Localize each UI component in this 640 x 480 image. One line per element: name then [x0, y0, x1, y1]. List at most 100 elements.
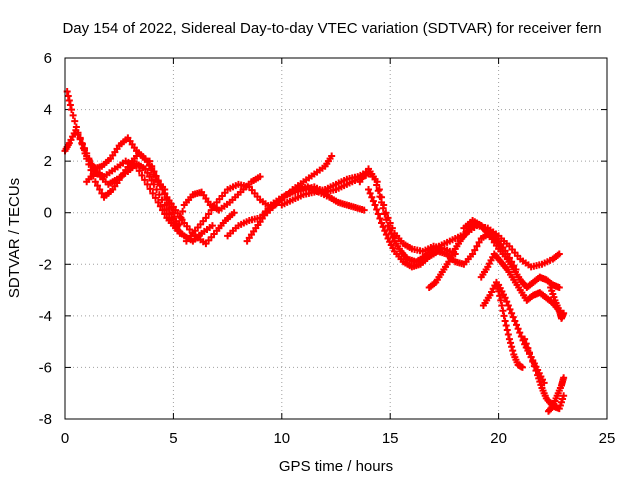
data-point — [76, 134, 84, 142]
data-point — [161, 201, 169, 209]
x-tick-label: 25 — [599, 430, 616, 447]
data-point — [174, 227, 182, 235]
data-point-interp — [94, 182, 102, 190]
series-arc-3 — [76, 134, 169, 201]
data-point-interp — [373, 181, 381, 189]
data-point — [382, 209, 390, 217]
data-point-interp — [503, 326, 511, 334]
data-point-interp — [155, 191, 163, 199]
data-point-interp — [207, 206, 215, 214]
data-point-interp — [71, 117, 79, 125]
data-point-interp — [146, 173, 154, 181]
data-point-interp — [98, 189, 106, 197]
series-arc-5 — [146, 157, 238, 248]
data-point — [141, 165, 149, 173]
y-tick-label: 4 — [44, 102, 52, 119]
data-point-interp — [369, 197, 377, 205]
data-point — [202, 214, 210, 222]
data-point — [555, 250, 563, 258]
data-point-interp — [150, 167, 158, 175]
data-point-interp — [177, 214, 185, 222]
data-point-interp — [502, 322, 510, 330]
data-point-interp — [504, 331, 512, 339]
data-point-interp — [530, 362, 538, 370]
data-point-interp — [375, 186, 383, 194]
data-point-interp — [368, 193, 376, 201]
series-arc-19 — [544, 374, 568, 415]
data-points — [61, 88, 568, 415]
data-point-interp — [159, 186, 167, 194]
data-point-interp — [379, 204, 387, 212]
data-point — [514, 325, 522, 333]
data-point-interp — [525, 349, 533, 357]
data-point — [91, 178, 99, 186]
data-point-interp — [379, 223, 387, 231]
data-point-interp — [210, 202, 218, 210]
data-point-interp — [503, 298, 511, 306]
data-point-interp — [79, 144, 87, 152]
data-point-interp — [146, 185, 154, 193]
data-point-interp — [153, 186, 161, 194]
data-point-interp — [148, 176, 156, 184]
data-point-interp — [389, 233, 397, 241]
data-point-interp — [475, 238, 483, 246]
x-tick-label: 5 — [169, 430, 177, 447]
series-arc-20 — [547, 283, 568, 322]
data-point-interp — [64, 92, 72, 100]
x-tick-label: 0 — [61, 430, 69, 447]
data-point-interp — [529, 358, 537, 366]
data-point-interp — [148, 162, 156, 170]
data-point-interp — [532, 367, 540, 375]
y-tick-label: -8 — [39, 411, 52, 428]
data-point — [497, 296, 505, 304]
series-arc-15 — [477, 250, 563, 315]
data-point-interp — [386, 225, 394, 233]
y-tick-label: 6 — [44, 50, 52, 67]
data-point — [154, 178, 162, 186]
data-point-interp — [512, 321, 520, 329]
data-point-interp — [138, 171, 146, 179]
data-point — [365, 186, 373, 194]
series-arc-4 — [83, 157, 216, 245]
data-point-interp — [387, 229, 395, 237]
x-tick-label: 15 — [382, 430, 399, 447]
data-point-interp — [376, 215, 384, 223]
data-point-interp — [149, 189, 157, 197]
data-point — [328, 152, 336, 160]
data-point-interp — [500, 312, 508, 320]
data-point-interp — [381, 227, 389, 235]
data-point-interp — [508, 343, 516, 351]
data-point-interp — [376, 193, 384, 201]
data-point — [527, 353, 535, 361]
data-point — [230, 209, 238, 217]
data-point — [560, 374, 568, 382]
x-tick-label: 10 — [273, 430, 290, 447]
data-point-interp — [499, 307, 507, 315]
data-point — [68, 106, 76, 114]
data-point — [508, 309, 516, 317]
data-point — [360, 206, 368, 214]
data-point — [555, 283, 563, 291]
y-tick-label: 0 — [44, 205, 52, 222]
data-point — [378, 219, 386, 227]
data-point-interp — [65, 97, 73, 105]
data-point-interp — [175, 220, 183, 228]
data-point — [146, 157, 154, 165]
data-point-interp — [141, 176, 149, 184]
y-tick-label: -4 — [39, 308, 52, 325]
data-point — [150, 180, 158, 188]
data-point-interp — [72, 123, 80, 131]
series-arc-12 — [365, 186, 520, 273]
data-point — [154, 198, 162, 206]
data-point — [371, 175, 379, 183]
data-point — [371, 201, 379, 209]
y-axis-label: SDTVAR / TECUs — [6, 178, 23, 298]
y-tick-label: -2 — [39, 256, 52, 273]
data-point-interp — [152, 194, 160, 202]
data-point-interp — [85, 160, 93, 168]
data-point-interp — [381, 210, 389, 218]
y-tick-label: 2 — [44, 153, 52, 170]
